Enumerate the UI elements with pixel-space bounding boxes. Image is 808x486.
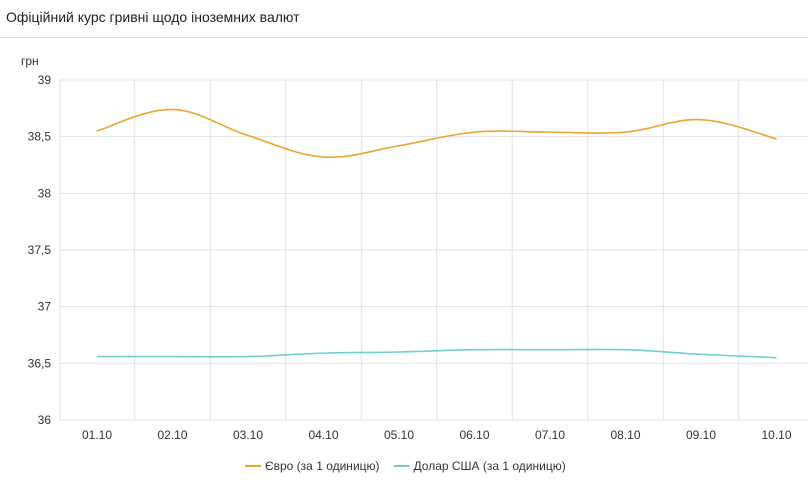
- x-axis: 01.10 02.10 03.10 04.10 05.10 06.10 07.10 08.10…: [82, 428, 792, 442]
- y-tick-label: 37: [38, 300, 52, 314]
- series-line-0: [96, 108, 777, 159]
- x-tick-label: 02.10: [157, 428, 187, 442]
- data-point[interactable]: [623, 130, 628, 135]
- data-point[interactable]: [397, 350, 402, 355]
- data-point[interactable]: [699, 117, 704, 122]
- data-point[interactable]: [321, 155, 326, 160]
- x-tick-label: 07.10: [535, 428, 565, 442]
- header: Офіційний курс гривні щодо іноземних вал…: [0, 0, 808, 38]
- legend-label[interactable]: Долар США (за 1 одиницю): [414, 459, 566, 473]
- page-title: Офіційний курс гривні щодо іноземних вал…: [6, 9, 300, 25]
- legend: Євро (за 1 одиницю) Долар США (за 1 одини…: [245, 459, 566, 473]
- x-tick-label: 04.10: [308, 428, 338, 442]
- data-point[interactable]: [170, 107, 175, 112]
- x-tick-label: 01.10: [82, 428, 112, 442]
- y-tick-label: 38,5: [28, 130, 52, 144]
- data-point[interactable]: [472, 130, 477, 135]
- data-point[interactable]: [774, 355, 779, 360]
- data-point[interactable]: [321, 351, 326, 356]
- data-point[interactable]: [774, 136, 779, 141]
- y-tick-label: 36,5: [28, 356, 52, 370]
- y-tick-label: 38: [38, 186, 52, 200]
- x-tick-label: 09.10: [686, 428, 716, 442]
- y-tick-label: 36: [38, 413, 52, 427]
- grid: [59, 79, 808, 421]
- y-tick-label: 39: [38, 73, 52, 87]
- x-tick-label: 05.10: [384, 428, 414, 442]
- data-point[interactable]: [548, 130, 553, 135]
- y-axis-unit-label: грн: [21, 54, 39, 68]
- series-line-1: [97, 348, 777, 359]
- y-axis: 36 36,5 37 37,5 38 38,5 39: [28, 73, 52, 427]
- data-point[interactable]: [246, 354, 251, 359]
- legend-label[interactable]: Євро (за 1 одиницю): [265, 459, 380, 473]
- y-tick-label: 37,5: [28, 243, 52, 257]
- data-point[interactable]: [548, 347, 553, 352]
- data-point[interactable]: [623, 347, 628, 352]
- data-point[interactable]: [397, 143, 402, 148]
- data-point[interactable]: [95, 129, 100, 134]
- x-tick-label: 03.10: [233, 428, 263, 442]
- x-tick-label: 06.10: [459, 428, 489, 442]
- x-tick-label: 10.10: [761, 428, 791, 442]
- x-tick-label: 08.10: [610, 428, 640, 442]
- data-point[interactable]: [472, 347, 477, 352]
- series-group: [95, 107, 779, 360]
- data-point[interactable]: [170, 354, 175, 359]
- data-point[interactable]: [95, 354, 100, 359]
- data-point[interactable]: [699, 352, 704, 357]
- data-point[interactable]: [246, 133, 251, 138]
